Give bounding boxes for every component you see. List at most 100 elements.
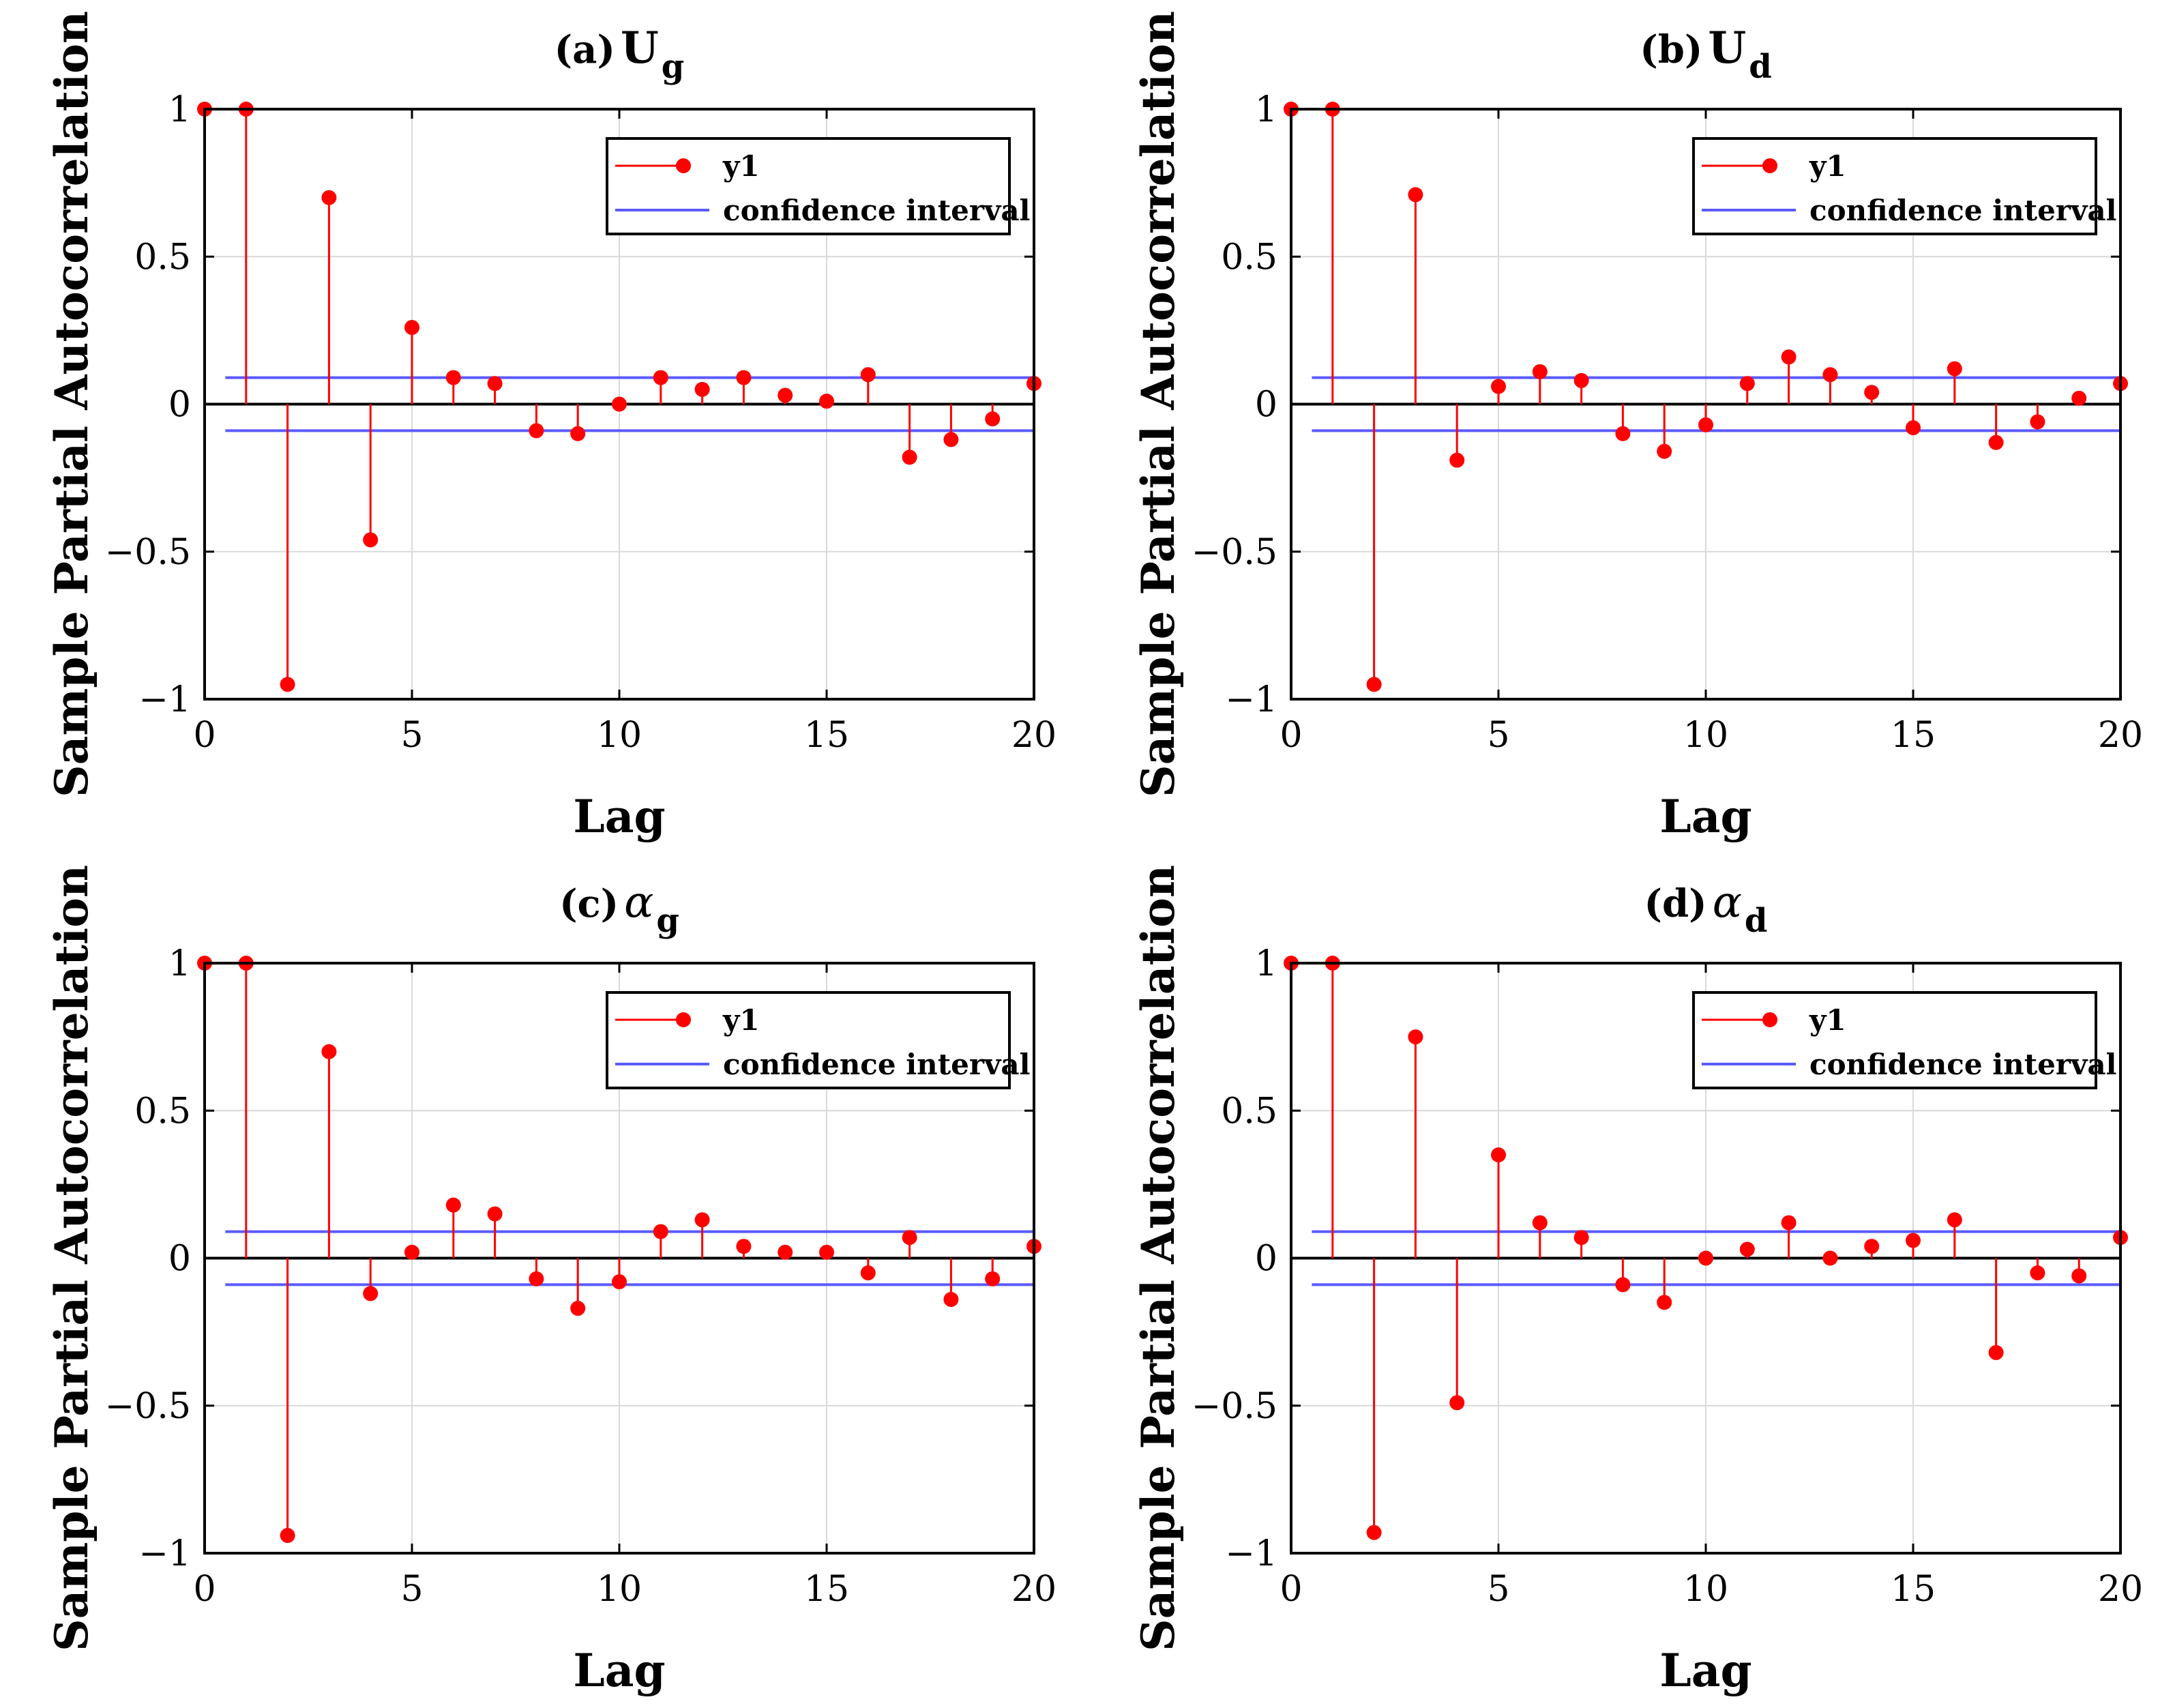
legend-label-series: y1 [722, 1003, 760, 1037]
stem-marker [612, 396, 627, 412]
stem-4 [1449, 404, 1465, 468]
stem-marker [902, 1230, 917, 1246]
x-tick-label: 10 [597, 1569, 642, 1610]
legend-box [1692, 137, 2097, 235]
stem-6 [445, 370, 461, 404]
legend-label-series: y1 [1809, 1003, 1846, 1037]
stem-marker [487, 376, 503, 392]
stem-12 [694, 1212, 710, 1258]
title-subscript: g [662, 48, 685, 86]
y-tick-label: 0 [168, 1239, 191, 1280]
stem-11 [653, 1224, 668, 1258]
stem-marker [694, 381, 710, 397]
stem-marker [1449, 1395, 1465, 1411]
legend-box [606, 991, 1011, 1089]
stem-marker [1615, 426, 1631, 441]
chart-panel-a: 0 5 10 15 20 −1 −0.5 0 0.5 1 Lag Sample Partial Aut… [0, 0, 1086, 854]
stem-14 [778, 1244, 793, 1260]
chart-svg: 0 5 10 15 20 −1 −0.5 0 0.5 1 Lag Sample Partial Aut… [45, 11, 1056, 843]
stem-3 [1408, 187, 1423, 404]
stem-8 [1615, 404, 1631, 441]
x-tick-label: 0 [1280, 715, 1302, 756]
chart-panel-c: 0 5 10 15 20 −1 −0.5 0 0.5 1 Lag Sample Partial Aut… [0, 854, 1086, 1708]
y-axis-label: Sample Partial Autocorrelation [1132, 865, 1185, 1651]
chart-title: (d) αd [1644, 877, 1768, 940]
legend-label-ci: confidence interval [1809, 194, 2117, 227]
stem-marker [1491, 379, 1506, 394]
stem-marker [487, 1206, 503, 1222]
x-tick-label: 10 [1683, 715, 1728, 756]
stem-marker [902, 450, 917, 465]
stem-13 [1822, 1250, 1838, 1266]
stem-marker [1906, 420, 1921, 436]
x-tick-label: 20 [1011, 715, 1056, 756]
y-axis-label: Sample Partial Autocorrelation [1132, 11, 1185, 797]
stem-9 [1657, 1258, 1672, 1310]
stem-marker [612, 1274, 627, 1290]
legend-stem-marker [676, 1012, 691, 1027]
stem-marker [985, 411, 1001, 427]
stem-6 [1532, 364, 1548, 404]
stem-14 [1864, 385, 1880, 404]
stem-marker [1532, 1215, 1548, 1231]
stem-marker [1988, 435, 2004, 450]
stem-marker [819, 394, 834, 409]
stem-7 [487, 376, 503, 404]
legend-label-ci: confidence interval [1809, 1048, 2117, 1081]
stem-15 [1906, 404, 1921, 436]
stem-marker [985, 1271, 1001, 1286]
stem-marker [1491, 1147, 1506, 1163]
x-tick-label: 5 [1487, 715, 1509, 756]
stem-marker [529, 423, 544, 439]
x-tick-label: 20 [1011, 1569, 1056, 1610]
title-symbol: α [624, 877, 653, 928]
x-axis-label: Lag [573, 790, 665, 843]
x-tick-label: 0 [193, 715, 216, 756]
y-tick-label: −0.5 [1192, 532, 1277, 573]
legend-box [606, 137, 1011, 235]
y-tick-label: 1 [1255, 89, 1277, 130]
stem-marker [943, 1292, 959, 1308]
legend-box [1692, 991, 2097, 1089]
stem-marker [1615, 1277, 1631, 1293]
stem-5 [404, 1244, 419, 1260]
title-subscript: d [1745, 902, 1768, 940]
y-tick-label: 1 [168, 89, 191, 130]
stem-marker [1781, 349, 1797, 365]
title-panel-label: (c) [559, 881, 619, 926]
stem-11 [653, 370, 668, 404]
stem-3 [1408, 1029, 1423, 1258]
y-tick-label: 1 [1255, 943, 1277, 984]
stem-marker [1739, 376, 1755, 392]
stem-18 [2030, 1258, 2045, 1281]
legend: y1 confidence interval [606, 137, 1031, 235]
stem-marker [2030, 414, 2045, 430]
stem-marker [2071, 1268, 2087, 1284]
stem-4 [363, 1258, 379, 1301]
stem-4 [1449, 1258, 1465, 1411]
stem-marker [1573, 1230, 1589, 1246]
stem-8 [1615, 1258, 1631, 1293]
title-symbol: α [1713, 877, 1742, 928]
stem-18 [943, 1258, 959, 1308]
x-tick-label: 15 [1891, 715, 1936, 756]
stem-3 [321, 1044, 337, 1258]
stem-marker [2030, 1265, 2045, 1281]
stem-10 [1698, 404, 1713, 432]
chart-title: (c) αg [559, 877, 679, 940]
stem-marker [778, 387, 793, 403]
stem-19 [985, 1258, 1001, 1286]
stem-marker [1822, 1250, 1838, 1266]
stem-16 [1947, 361, 1962, 404]
y-tick-label: 0.5 [1221, 1091, 1277, 1132]
legend: y1 confidence interval [606, 991, 1031, 1089]
stem-6 [1532, 1215, 1548, 1258]
stem-marker [321, 1044, 337, 1059]
x-tick-label: 5 [400, 1569, 423, 1610]
stem-12 [1781, 349, 1797, 404]
legend-stem-marker [1762, 1012, 1777, 1027]
x-tick-label: 15 [1891, 1569, 1936, 1610]
title-subscript: d [1749, 48, 1772, 86]
y-tick-label: 0 [168, 385, 191, 426]
stem-15 [819, 394, 834, 409]
